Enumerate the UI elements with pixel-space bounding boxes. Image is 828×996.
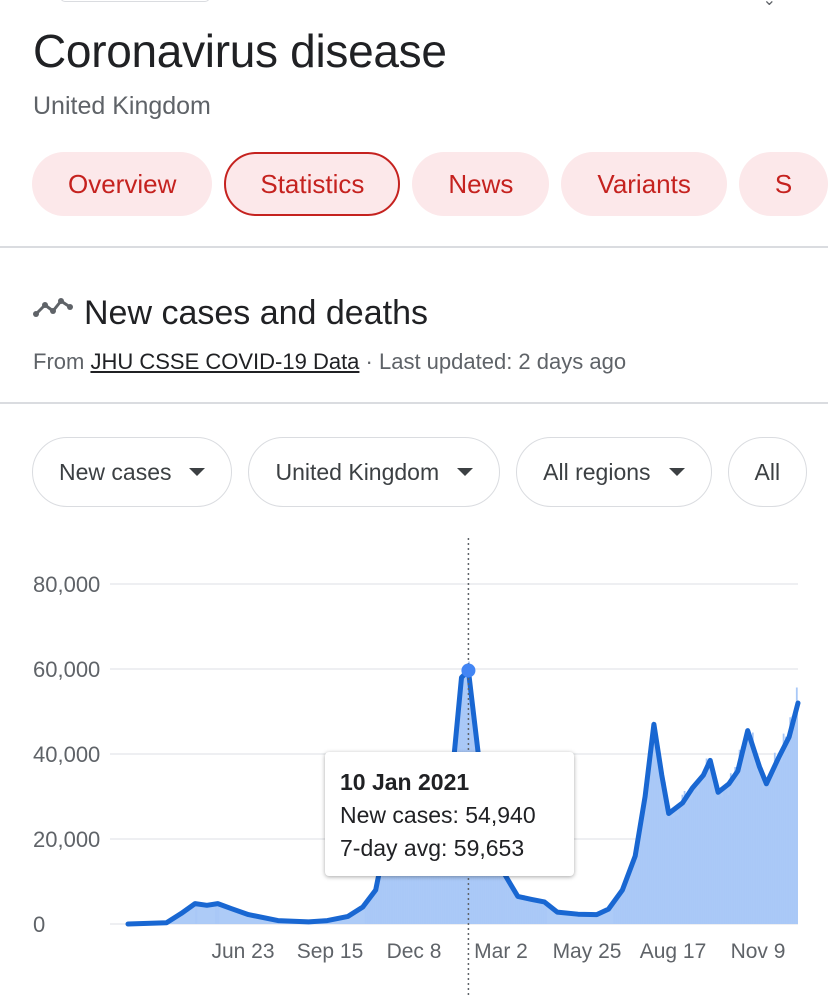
country-dropdown[interactable]: United Kingdom	[248, 437, 501, 507]
tab-news[interactable]: News	[412, 152, 550, 216]
page-title: Coronavirus disease	[33, 25, 447, 77]
hover-point	[461, 663, 476, 678]
metric-dropdown[interactable]: New cases	[32, 437, 233, 507]
tooltip-new-cases: New cases: 54,940	[340, 802, 536, 828]
last-updated: · Last updated: 2 days ago	[365, 349, 627, 374]
filter-bar: New cases United Kingdom All regions All	[32, 437, 808, 507]
x-tick-label: Dec 8	[387, 940, 442, 963]
country-dropdown-label: United Kingdom	[275, 458, 440, 485]
chart-tooltip: 10 Jan 2021 New cases: 54,940 7-day avg:…	[325, 752, 574, 876]
time-dropdown-label: All	[754, 458, 781, 485]
chevron-down-icon[interactable]: ⌄	[762, 0, 776, 9]
x-tick-label: Nov 9	[731, 940, 786, 963]
search-bar-edge	[60, 0, 210, 2]
dropdown-arrow-icon	[457, 468, 474, 476]
tab-statistics[interactable]: Statistics	[224, 152, 401, 216]
region-dropdown[interactable]: All regions	[516, 437, 712, 507]
y-tick-label: 20,000	[33, 827, 100, 852]
x-tick-label: Sep 15	[297, 940, 364, 963]
source-link[interactable]: JHU CSSE COVID-19 Data	[90, 349, 360, 374]
y-tick-label: 0	[33, 912, 45, 937]
tab-overview[interactable]: Overview	[32, 152, 213, 216]
divider	[0, 246, 828, 248]
dropdown-arrow-icon	[668, 468, 685, 476]
section-title: New cases and deaths	[84, 294, 428, 332]
metric-dropdown-label: New cases	[59, 458, 172, 485]
y-tick-label: 80,000	[33, 572, 100, 597]
dropdown-arrow-icon	[189, 468, 206, 476]
avg-line	[125, 668, 801, 927]
y-tick-label: 60,000	[33, 657, 100, 682]
x-tick-label: Aug 17	[640, 940, 707, 963]
y-tick-label: 40,000	[33, 742, 100, 767]
x-tick-label: Jun 23	[211, 940, 274, 963]
source-line: From JHU CSSE COVID-19 Data · Last updat…	[33, 349, 626, 375]
source-prefix: From	[33, 349, 85, 374]
page-subtitle: United Kingdom	[33, 92, 211, 120]
x-tick-label: May 25	[553, 940, 622, 963]
x-tick-label: Mar 2	[474, 940, 528, 963]
divider	[0, 402, 828, 404]
region-dropdown-label: All regions	[543, 458, 651, 485]
tooltip-avg: 7-day avg: 59,653	[340, 835, 525, 861]
tab-bar: Overview Statistics News Variants S	[32, 152, 828, 216]
trend-line-icon	[33, 298, 73, 317]
tooltip-date: 10 Jan 2021	[340, 769, 470, 795]
time-dropdown[interactable]: All	[727, 437, 808, 507]
tab-partial[interactable]: S	[738, 152, 828, 216]
tab-variants[interactable]: Variants	[561, 152, 727, 216]
